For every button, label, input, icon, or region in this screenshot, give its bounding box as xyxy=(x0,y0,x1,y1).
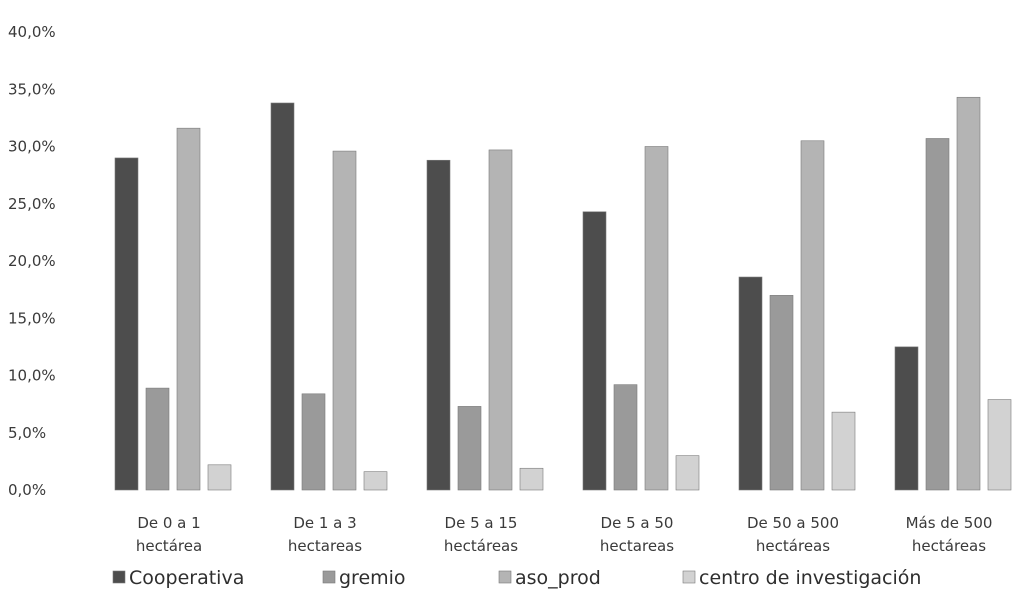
bar xyxy=(613,384,638,491)
legend-label: gremio xyxy=(339,567,406,589)
bar xyxy=(738,276,763,491)
x-tick-label: De 50 a 500 xyxy=(747,514,839,532)
bar xyxy=(176,127,201,491)
legend: Cooperativa gremio aso_prod centro de inves… xyxy=(112,567,921,589)
y-tick-label: 30,0% xyxy=(8,138,56,156)
bar xyxy=(207,464,232,491)
y-tick-label: 40,0% xyxy=(8,23,56,41)
bar xyxy=(675,455,700,491)
x-axis: De 0 a 1 hectárea De 1 a 3 hectareas De 5 a … xyxy=(136,514,993,555)
bar xyxy=(769,295,794,491)
y-tick-label: 20,0% xyxy=(8,252,56,270)
x-tick-label: hectáreas xyxy=(756,537,830,555)
x-tick-label: De 5 a 15 xyxy=(445,514,518,532)
bar xyxy=(270,102,295,491)
bar xyxy=(956,96,981,491)
y-tick-label: 25,0% xyxy=(8,195,56,213)
x-tick-label: hectareas xyxy=(288,537,362,555)
bar xyxy=(987,399,1012,491)
bar xyxy=(800,140,825,491)
legend-swatch xyxy=(682,570,696,584)
x-tick-label: hectárea xyxy=(136,537,202,555)
bar xyxy=(426,159,451,491)
bar xyxy=(488,149,513,491)
legend-swatch xyxy=(498,570,512,584)
x-tick-label: hectáreas xyxy=(444,537,518,555)
bar xyxy=(145,387,170,491)
bar xyxy=(582,211,607,491)
bar xyxy=(457,406,482,491)
y-tick-label: 0,0% xyxy=(8,481,46,499)
y-tick-label: 35,0% xyxy=(8,80,56,98)
x-tick-label: De 0 a 1 xyxy=(137,514,200,532)
bar xyxy=(519,467,544,491)
legend-label: Cooperativa xyxy=(129,567,244,589)
bar xyxy=(363,471,388,491)
legend-swatch xyxy=(112,570,126,584)
bar xyxy=(831,411,856,491)
legend-swatch xyxy=(322,570,336,584)
x-tick-label: De 5 a 50 xyxy=(601,514,674,532)
y-tick-label: 15,0% xyxy=(8,309,56,327)
bar xyxy=(114,157,139,491)
bars-area xyxy=(114,96,1012,491)
bar xyxy=(925,138,950,491)
bar xyxy=(644,146,669,491)
legend-label: aso_prod xyxy=(515,567,601,589)
y-axis: 0,0% 5,0% 10,0% 15,0% 20,0% 25,0% 30,0% 35,0% 40… xyxy=(8,23,56,499)
bar xyxy=(894,346,919,491)
legend-label: centro de investigación xyxy=(699,567,921,589)
y-tick-label: 5,0% xyxy=(8,424,46,442)
bar xyxy=(332,150,357,491)
bar xyxy=(301,393,326,491)
x-tick-label: hectareas xyxy=(600,537,674,555)
x-tick-label: Más de 500 xyxy=(906,514,993,532)
y-tick-label: 10,0% xyxy=(8,367,56,385)
x-tick-label: hectáreas xyxy=(912,537,986,555)
x-tick-label: De 1 a 3 xyxy=(293,514,356,532)
